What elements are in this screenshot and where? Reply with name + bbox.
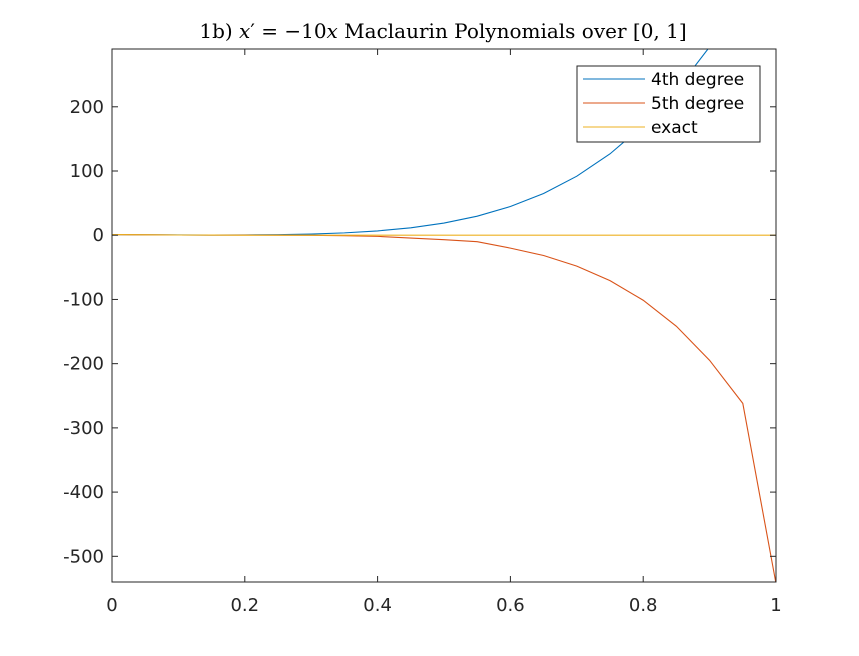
x-tick-label: 0.6 [496,595,525,616]
y-tick-label: -100 [63,289,104,310]
legend-label-2: 5th degree [651,94,744,114]
y-tick-label: -300 [63,418,104,439]
legend-label-3: exact [651,118,698,138]
legend: 4th degree 5th degree exact [576,65,761,143]
y-tick-label: -500 [63,546,104,567]
y-tick-label: 200 [70,97,104,118]
y-tick-label: -200 [63,354,104,375]
title-prefix: 1b) [199,19,239,43]
title-math-x: x [239,19,250,43]
title-math-prime: ′ [250,19,255,43]
y-tick-label: -400 [63,482,104,503]
x-tick-label: 0.2 [230,595,259,616]
chart-title: 1b) x′ = −10x Maclaurin Polynomials over… [199,19,686,43]
axes-box [111,48,777,583]
title-math-x2: x [327,19,338,43]
ticks-group: 0 0.2 0.4 0.6 0.8 1 -500 -400 -300 -200 -100 0 100 20… [63,49,782,616]
legend-label-1: 4th degree [651,70,744,90]
x-tick-label: 0 [106,595,117,616]
x-tick-label: 1 [770,595,781,616]
title-math-eq: = −10 [255,19,327,43]
x-tick-label: 0.8 [629,595,658,616]
y-tick-label: 0 [93,225,104,246]
title-suffix: Maclaurin Polynomials over [0, 1] [338,19,687,43]
x-tick-label: 0.4 [363,595,392,616]
series-line-3 [112,234,776,236]
y-tick-label: 100 [70,161,104,182]
